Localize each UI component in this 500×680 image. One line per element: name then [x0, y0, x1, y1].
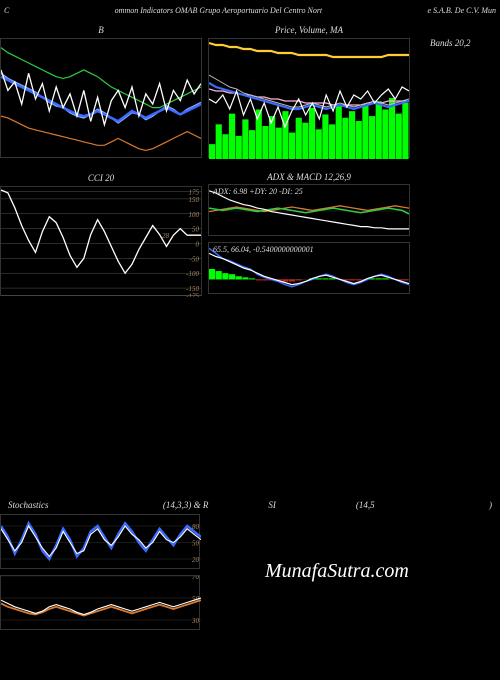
- svg-text:0: 0: [196, 240, 200, 248]
- svg-text:-50: -50: [190, 255, 200, 263]
- header-right: e S.A.B. De C.V. Mun: [427, 6, 496, 22]
- watermark: MunafaSutra.com: [265, 560, 409, 583]
- chart-price: Price, Volume, MA: [208, 38, 410, 158]
- svg-text:28: 28: [162, 232, 170, 240]
- row-cci-adx-macd: CCI 20 175150100500-50-100-150-17528 ADX…: [0, 186, 500, 300]
- page-header: C ommon Indicators OMAB Grupo Aeroportua…: [0, 0, 500, 22]
- chart-macd: 65.5, 66.04, -0.5400000000001: [208, 242, 410, 294]
- rsi-label: SI: [268, 500, 276, 510]
- row-stoch-rsi: Stochastics (14,3,3) & R SI (14,5 ) 8050…: [0, 500, 500, 630]
- svg-text:150: 150: [189, 196, 200, 204]
- svg-text:20: 20: [192, 556, 200, 564]
- adx-macd-col: ADX & MACD 12,26,9 ADX: 6.98 +DY: 20 -DI…: [208, 186, 410, 300]
- macd-label: 65.5, 66.04, -0.5400000000001: [213, 245, 314, 254]
- row3-title: Stochastics (14,3,3) & R SI (14,5 ): [0, 500, 500, 514]
- chart-rsi: 705030: [0, 575, 200, 630]
- chart-price-title: Price, Volume, MA: [209, 25, 409, 35]
- row2-title: ADX & MACD 12,26,9: [208, 172, 410, 182]
- chart-adx: ADX: 6.98 +DY: 20 -DI: 25: [208, 184, 410, 236]
- stoch-label: Stochastics: [8, 500, 49, 510]
- svg-text:70: 70: [192, 576, 200, 581]
- rsi-params: (14,5: [356, 500, 375, 510]
- chart-b-title: B: [1, 25, 201, 35]
- chart-cci-title: CCI 20: [1, 173, 201, 183]
- rsi-close-paren: ): [489, 500, 492, 510]
- adx-label: ADX: 6.98 +DY: 20 -DI: 25: [213, 187, 303, 196]
- row-bollinger-price: B Price, Volume, MA Bands 20,2: [0, 38, 500, 158]
- header-mid: ommon Indicators OMAB Grupo Aeroportuari…: [9, 6, 427, 22]
- svg-text:-175: -175: [186, 293, 199, 297]
- chart-cci: CCI 20 175150100500-50-100-150-17528: [0, 186, 202, 296]
- svg-text:50: 50: [192, 540, 200, 548]
- svg-text:100: 100: [189, 211, 200, 219]
- chart-b: B: [0, 38, 202, 158]
- svg-text:50: 50: [192, 226, 200, 234]
- chart-stoch: 805020: [0, 514, 200, 569]
- svg-text:30: 30: [191, 617, 200, 625]
- stoch-params: (14,3,3) & R: [163, 500, 209, 510]
- svg-text:-100: -100: [186, 270, 199, 278]
- bands-label: Bands 20,2: [410, 38, 500, 158]
